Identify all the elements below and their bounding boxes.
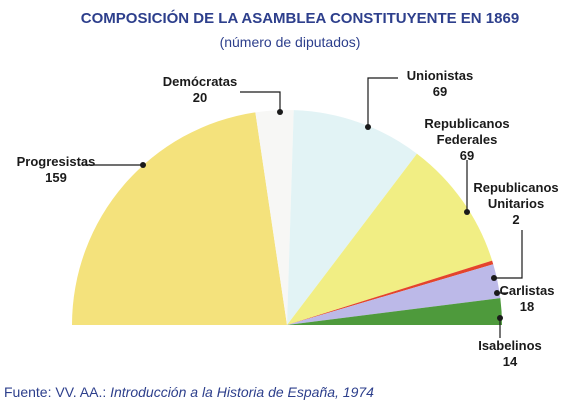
slice-label: Isabelinos 14 <box>470 338 550 370</box>
category-label: Isabelinos <box>478 338 542 353</box>
leader-dot <box>491 275 497 281</box>
leader-line <box>494 230 523 279</box>
leader-dot <box>497 315 503 321</box>
value-label: 20 <box>192 90 208 105</box>
category-label: Carlistas <box>499 283 555 298</box>
slice <box>287 264 501 325</box>
slice-label: Unionistas 69 <box>395 68 485 100</box>
value-label: 159 <box>45 170 67 185</box>
slice <box>255 110 294 325</box>
slice <box>287 153 493 325</box>
value-label: 2 <box>512 212 520 227</box>
slice-label: Republicanos Unitarios 2 <box>466 180 566 228</box>
source-prefix: Fuente: VV. AA.: <box>4 384 107 400</box>
chart-subtitle: (número de diputados) <box>219 34 361 50</box>
leader-dot <box>365 124 371 130</box>
value-label: 69 <box>432 84 448 99</box>
slice-label: Progresistas 159 <box>0 154 112 186</box>
slice-label: Republicanos Federales 69 <box>412 116 522 164</box>
category-label: Unionistas <box>406 68 474 83</box>
value-label: 14 <box>502 354 518 369</box>
category-label: Republicanos Federales <box>424 116 510 147</box>
leader-dot <box>464 209 470 215</box>
value-label: 18 <box>519 299 535 314</box>
slice <box>72 112 287 325</box>
leader-line <box>240 91 281 112</box>
slice <box>287 110 417 325</box>
leader-dot <box>494 290 500 296</box>
leader-line <box>367 77 398 127</box>
slice-label: Demócratas 20 <box>150 74 250 106</box>
leader-dot <box>140 162 146 168</box>
slice <box>287 260 494 325</box>
source: Fuente: VV. AA.: Introducción a la Histo… <box>4 384 374 400</box>
category-label: Demócratas <box>162 74 238 89</box>
slice <box>287 298 502 325</box>
value-label: 69 <box>459 148 475 163</box>
chart-title: COMPOSICIÓN DE LA ASAMBLEA CONSTITUYENTE… <box>80 10 520 27</box>
category-label: Republicanos Unitarios <box>473 180 559 211</box>
leader-dot <box>277 109 283 115</box>
category-label: Progresistas <box>16 154 96 169</box>
slice-label: Carlistas 18 <box>496 283 558 315</box>
source-title: Introducción a la Historia de España, 19… <box>110 384 374 400</box>
